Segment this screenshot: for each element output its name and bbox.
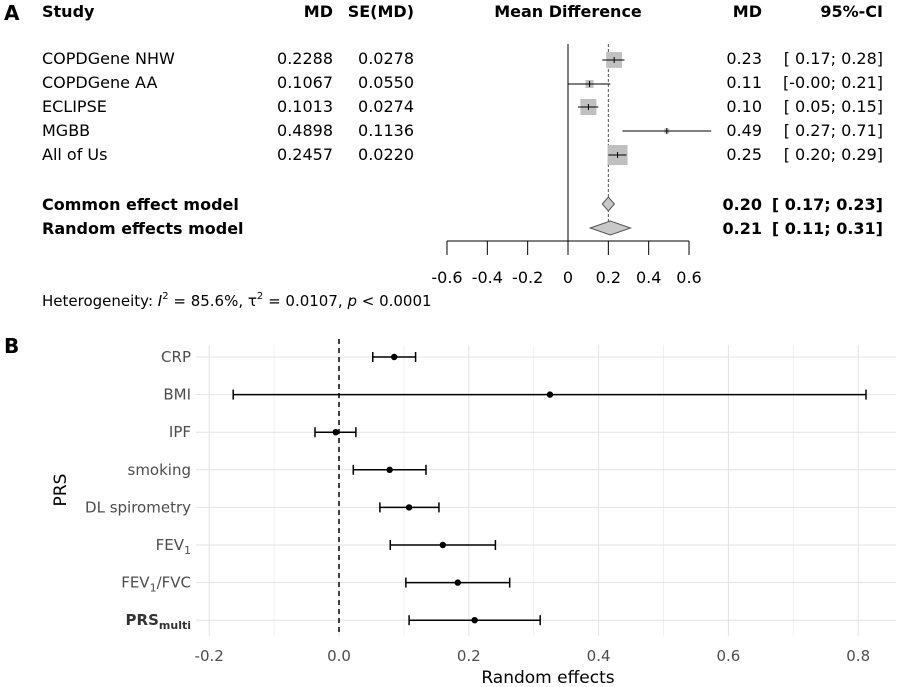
study-se: 0.0274 xyxy=(358,97,414,116)
study-md-rounded: 0.10 xyxy=(726,97,762,116)
y-tick-label: DL spirometry xyxy=(85,498,191,516)
point-range-plot: CRP BMI IPF smoking DL spirometry FEV1 FEV1/FV… xyxy=(51,339,896,687)
model-ci: [ 0.17; 0.23] xyxy=(772,195,883,214)
study-row: MGBB 0.4898 0.1136 0.49 [ 0.27; 0.71] xyxy=(42,121,883,140)
study-name: All of Us xyxy=(42,145,107,164)
p-symbol: p xyxy=(346,292,357,310)
y-tick-label: BMI xyxy=(163,386,191,404)
header-ci: 95%-CI xyxy=(820,2,883,21)
study-name: COPDGene AA xyxy=(42,73,157,92)
x-tick-label: 0 xyxy=(563,268,573,287)
study-name: COPDGene NHW xyxy=(42,49,175,68)
x-tick-label: 0.6 xyxy=(676,268,701,287)
x-tick-label: 0.4 xyxy=(636,268,661,287)
study-md: 0.2457 xyxy=(277,145,333,164)
panel-b-label: B xyxy=(4,334,19,358)
y-tick-label: CRP xyxy=(161,348,191,366)
header-mean-difference: Mean Difference xyxy=(494,2,642,21)
forest-plot: -0.6 -0.4 -0.2 0 0.2 0.4 0.6 xyxy=(431,44,712,287)
x-tick-label: -0.2 xyxy=(512,268,543,287)
tau-superscript: 2 xyxy=(257,291,263,302)
panel-a-label: A xyxy=(4,1,20,25)
study-md-rounded: 0.23 xyxy=(726,49,762,68)
point-estimate xyxy=(332,429,339,436)
model-label: Random effects model xyxy=(42,219,244,238)
model-row: Common effect model 0.20 [ 0.17; 0.23] xyxy=(42,195,883,214)
header-md: MD xyxy=(304,2,333,21)
study-se: 0.0550 xyxy=(358,73,414,92)
study-ci: [ 0.20; 0.29] xyxy=(784,145,883,164)
point-estimate xyxy=(454,579,461,586)
x-tick-label: -0.4 xyxy=(472,268,503,287)
heterogeneity-prefix: Heterogeneity: xyxy=(42,292,158,310)
heterogeneity-text: Heterogeneity: I2 = 85.6%, τ2 = 0.0107, … xyxy=(42,291,432,310)
i2-symbol: I xyxy=(158,292,163,310)
study-row: All of Us 0.2457 0.0220 0.25 [ 0.20; 0.2… xyxy=(42,145,883,164)
point-estimate xyxy=(471,617,478,624)
y-tick-label: FEV1 xyxy=(156,536,191,557)
y-tick-label: smoking xyxy=(128,461,192,479)
study-md: 0.4898 xyxy=(277,121,333,140)
study-ci: [-0.00; 0.21] xyxy=(783,73,883,92)
study-md-rounded: 0.25 xyxy=(726,145,762,164)
point-estimate xyxy=(439,541,447,549)
study-row: ECLIPSE 0.1013 0.0274 0.10 [ 0.05; 0.15] xyxy=(42,97,883,116)
point-estimate xyxy=(405,504,413,511)
model-md-rounded: 0.21 xyxy=(723,219,762,238)
y-tick-label: IPF xyxy=(169,423,191,441)
header-md-right: MD xyxy=(733,2,762,21)
header-study: Study xyxy=(42,2,95,21)
pooled-diamond xyxy=(588,220,633,236)
model-rows: Common effect model 0.20 [ 0.17; 0.23] R… xyxy=(42,195,883,238)
model-label: Common effect model xyxy=(42,195,239,214)
y-tick-label: PRSmulti xyxy=(126,611,191,632)
x-tick-label: -0.6 xyxy=(431,268,462,287)
study-md-rounded: 0.49 xyxy=(726,121,762,140)
study-ci: [ 0.27; 0.71] xyxy=(784,121,883,140)
tau-symbol: τ xyxy=(248,292,257,310)
study-row: COPDGene NHW 0.2288 0.0278 0.23 [ 0.17; … xyxy=(42,49,883,68)
study-row: COPDGene AA 0.1067 0.0550 0.11 [-0.00; 0… xyxy=(42,73,883,92)
study-ci: [ 0.17; 0.28] xyxy=(784,49,883,68)
point-estimate xyxy=(390,353,398,361)
x-tick-label: 0.8 xyxy=(846,647,870,665)
model-md-rounded: 0.20 xyxy=(723,195,762,214)
pooled-diamond xyxy=(601,196,616,212)
i2-value: = 85.6%, xyxy=(169,292,248,310)
y-tick-label: FEV1/FVC xyxy=(121,574,191,595)
study-name: MGBB xyxy=(42,121,90,140)
study-md: 0.1013 xyxy=(277,97,333,116)
study-md: 0.1067 xyxy=(277,73,333,92)
study-ci: [ 0.05; 0.15] xyxy=(784,97,883,116)
x-tick-label: 0.6 xyxy=(716,647,740,665)
study-se: 0.1136 xyxy=(358,121,414,140)
x-tick-label: -0.2 xyxy=(195,647,224,665)
x-axis-title: Random effects xyxy=(481,668,614,687)
y-axis-title: PRS xyxy=(51,474,71,507)
header-se: SE(MD) xyxy=(348,2,414,21)
tau-value: = 0.0107, xyxy=(263,292,347,310)
model-ci: [ 0.11; 0.31] xyxy=(772,219,883,238)
study-se: 0.0220 xyxy=(358,145,414,164)
p-value: < 0.0001 xyxy=(357,292,432,310)
model-row: Random effects model 0.21 [ 0.11; 0.31] xyxy=(42,219,883,238)
x-tick-label: 0.4 xyxy=(587,647,611,665)
i2-superscript: 2 xyxy=(162,291,168,302)
x-tick-label: 0.2 xyxy=(596,268,621,287)
study-md-rounded: 0.11 xyxy=(726,73,762,92)
x-tick-label: 0.2 xyxy=(457,647,481,665)
study-rows: COPDGene NHW 0.2288 0.0278 0.23 [ 0.17; … xyxy=(42,49,883,164)
study-md: 0.2288 xyxy=(277,49,333,68)
study-se: 0.0278 xyxy=(358,49,414,68)
point-estimate xyxy=(386,466,393,473)
x-tick-label: 0.0 xyxy=(327,647,351,665)
study-name: ECLIPSE xyxy=(42,97,107,116)
point-estimate xyxy=(546,391,554,398)
